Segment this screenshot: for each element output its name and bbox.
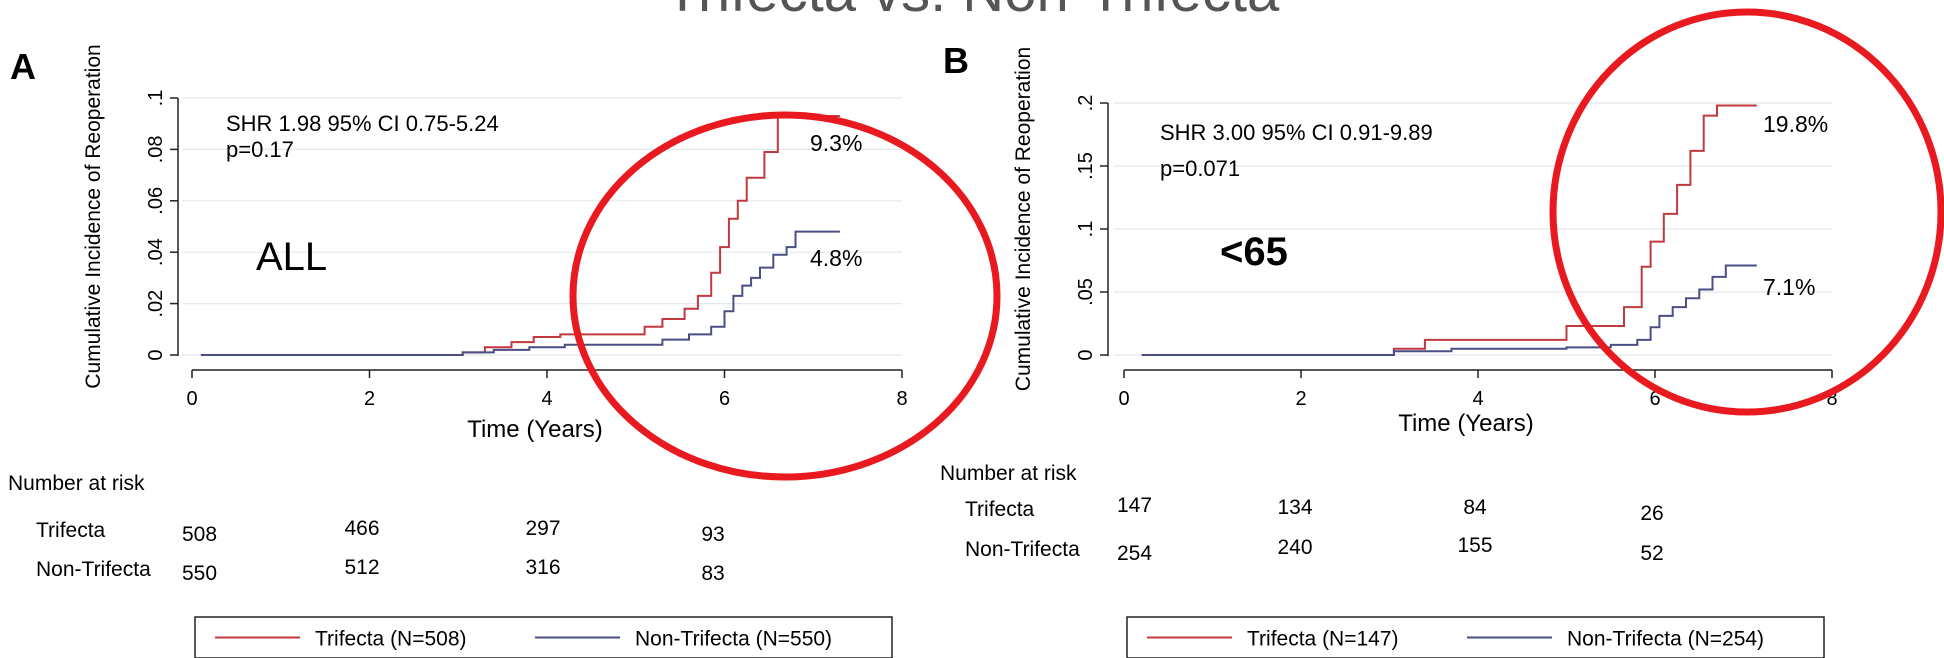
series-line-non-trifecta xyxy=(200,230,840,356)
p-value-text: p=0.17 xyxy=(226,137,294,162)
legend: Trifecta (N=147) Non-Trifecta (N=254) xyxy=(1126,616,1825,658)
legend-label-trifecta: Trifecta (N=147) xyxy=(1247,628,1399,651)
risk-value: 84 xyxy=(1463,496,1487,519)
series-line-trifecta xyxy=(200,115,840,356)
y-tick-label: .06 xyxy=(145,187,167,215)
risk-value: 316 xyxy=(525,556,560,579)
risk-value: 52 xyxy=(1640,542,1663,565)
p-value-text: p=0.071 xyxy=(1160,156,1240,181)
series-line-trifecta xyxy=(1141,104,1757,356)
risk-value: 297 xyxy=(525,517,560,540)
x-axis-title: Time (Years) xyxy=(467,416,603,443)
x-tick-label: 6 xyxy=(719,388,730,410)
x-tick-label: 8 xyxy=(1826,388,1837,410)
risk-value: 240 xyxy=(1277,536,1312,559)
y-tick-label: .02 xyxy=(145,290,167,318)
legend-label-non-trifecta: Non-Trifecta (N=254) xyxy=(1567,628,1764,651)
highlight-circle xyxy=(569,111,1001,481)
series-line-non-trifecta xyxy=(1141,264,1757,356)
risk-row-label: Non-Trifecta xyxy=(965,538,1080,561)
risk-table-title: Number at risk xyxy=(8,472,145,495)
risk-value: 512 xyxy=(344,556,379,579)
x-tick-label: 4 xyxy=(1472,388,1483,410)
x-tick-label: 2 xyxy=(1295,388,1306,410)
risk-value: 83 xyxy=(701,562,724,585)
legend-label-non-trifecta: Non-Trifecta (N=550) xyxy=(635,628,832,651)
y-tick-label: .1 xyxy=(145,90,167,107)
panel-label: A xyxy=(10,46,36,87)
panel-label: B xyxy=(943,40,969,81)
risk-row-label: Trifecta xyxy=(965,498,1035,521)
risk-row-label: Non-Trifecta xyxy=(36,558,151,581)
risk-value: 155 xyxy=(1457,534,1492,557)
risk-table-title: Number at risk xyxy=(940,462,1077,485)
y-tick-label: .2 xyxy=(1075,95,1097,112)
risk-value: 134 xyxy=(1277,496,1312,519)
y-tick-label: .05 xyxy=(1075,278,1097,306)
x-tick-label: 2 xyxy=(364,388,375,410)
y-axis-title: Cumulative Incidence of Reoperation xyxy=(1012,47,1035,391)
highlight-circle xyxy=(1549,8,1944,416)
subgroup-label: <65 xyxy=(1220,230,1288,274)
y-axis-title: Cumulative Incidence of Reoperation xyxy=(82,44,105,388)
x-tick-label: 4 xyxy=(541,388,552,410)
x-tick-label: 8 xyxy=(896,388,907,410)
y-tick-label: .1 xyxy=(1075,221,1097,238)
y-tick-label: .08 xyxy=(145,135,167,163)
y-tick-label: .15 xyxy=(1075,152,1097,180)
y-tick-label: 0 xyxy=(1075,349,1097,360)
x-tick-label: 0 xyxy=(186,388,197,410)
risk-value: 254 xyxy=(1117,542,1152,565)
y-tick-label: 0 xyxy=(145,349,167,360)
risk-value: 508 xyxy=(182,523,217,546)
end-value-label: 7.1% xyxy=(1763,274,1815,300)
shr-text: SHR 3.00 95% CI 0.91-9.89 xyxy=(1160,120,1433,145)
slide-title: Trifecta vs. Non-Trifecta xyxy=(0,0,1944,25)
panel-a: A 0 .02 .04 .06 .08 .1 Cumulative Incidence of … xyxy=(8,44,1001,658)
end-value-label: 19.8% xyxy=(1763,111,1828,137)
legend-label-trifecta: Trifecta (N=508) xyxy=(315,628,467,651)
risk-value: 93 xyxy=(701,523,724,546)
end-value-label: 4.8% xyxy=(810,245,862,271)
panel-b: B 0 .05 .1 .15 .2 Cumulative Incidence of Reop… xyxy=(940,8,1944,658)
x-tick-label: 6 xyxy=(1649,388,1660,410)
risk-value: 26 xyxy=(1640,502,1663,525)
x-axis-title: Time (Years) xyxy=(1398,410,1534,437)
end-value-label: 9.3% xyxy=(810,130,862,156)
x-tick-label: 0 xyxy=(1118,388,1129,410)
y-tick-label: .04 xyxy=(145,238,167,266)
risk-value: 550 xyxy=(182,562,217,585)
shr-text: SHR 1.98 95% CI 0.75-5.24 xyxy=(226,111,499,136)
risk-row-label: Trifecta xyxy=(36,519,106,542)
subgroup-label: ALL xyxy=(256,235,327,279)
risk-value: 466 xyxy=(344,517,379,540)
risk-value: 147 xyxy=(1117,494,1152,517)
legend: Trifecta (N=508) Non-Trifecta (N=550) xyxy=(194,616,893,658)
